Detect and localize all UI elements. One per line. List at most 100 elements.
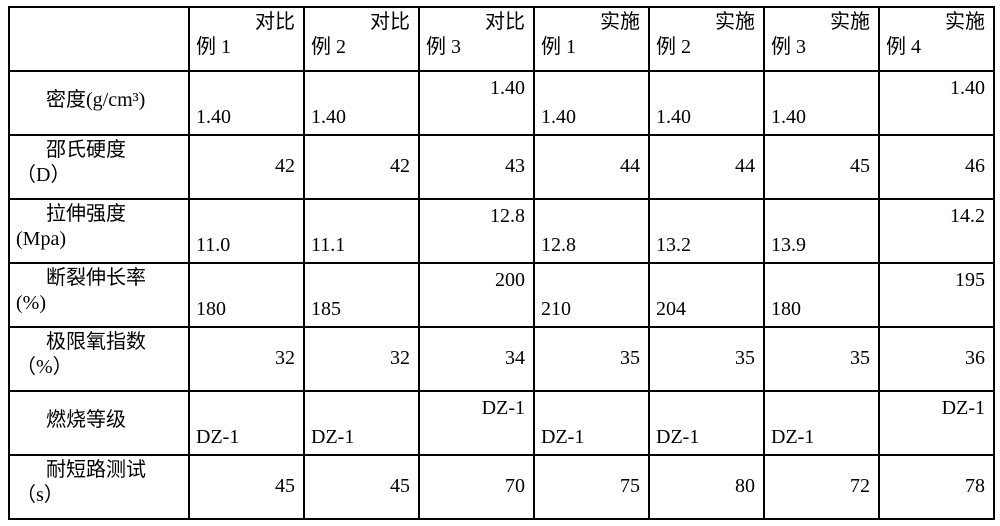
table-cell: 43 (419, 135, 534, 199)
table-header-row: 对比 例 1 对比 例 2 对比 例 3 实施 例 1 实施 例 2 实施 例 … (9, 7, 994, 71)
row-label: 邵氏硬度（D） (9, 135, 189, 199)
header-bottom: 例 1 (190, 35, 303, 64)
row-label-top: 拉伸强度 (10, 200, 188, 227)
table-cell: 1.40 (764, 71, 879, 135)
table-cell: 185 (304, 263, 419, 327)
cell-value: 44 (620, 154, 640, 179)
cell-value: 42 (275, 154, 295, 179)
row-label-top: 燃烧等级 (10, 392, 188, 433)
table-cell: DZ-1 (419, 391, 534, 455)
table-cell: DZ-1 (649, 391, 764, 455)
table-cell: 45 (764, 135, 879, 199)
cell-value: 12.8 (541, 233, 576, 258)
cell-value: 195 (955, 268, 985, 293)
cell-value: 1.40 (656, 105, 691, 130)
table-cell: DZ-1 (304, 391, 419, 455)
cell-value: 42 (390, 154, 410, 179)
table-cell: 1.40 (304, 71, 419, 135)
table-cell: 42 (304, 135, 419, 199)
row-label-top: 耐短路测试 (10, 456, 188, 483)
table-cell: 1.40 (419, 71, 534, 135)
cell-value: 1.40 (541, 105, 576, 130)
cell-value: DZ-1 (942, 396, 985, 421)
cell-value: 34 (505, 346, 525, 371)
table-cell: 1.40 (879, 71, 994, 135)
cell-value: 32 (275, 346, 295, 371)
header-bottom: 例 4 (880, 35, 993, 64)
cell-value: 13.2 (656, 233, 691, 258)
row-label: 断裂伸长率(%) (9, 263, 189, 327)
header-top: 实施 (880, 8, 993, 35)
table-cell: 44 (649, 135, 764, 199)
header-top: 对比 (305, 8, 418, 35)
cell-value: DZ-1 (541, 425, 584, 450)
row-label-top: 邵氏硬度 (10, 136, 188, 163)
table-cell: 32 (189, 327, 304, 391)
cell-value: 45 (275, 474, 295, 499)
table-cell: DZ-1 (764, 391, 879, 455)
header-col-4: 实施 例 1 (534, 7, 649, 71)
row-label-bottom: （s） (10, 483, 188, 512)
table-cell: 1.40 (189, 71, 304, 135)
cell-value: 185 (311, 297, 341, 322)
cell-value: DZ-1 (771, 425, 814, 450)
table-cell: 12.8 (534, 199, 649, 263)
table-cell: 11.0 (189, 199, 304, 263)
table-cell: 32 (304, 327, 419, 391)
row-label-bottom: （D） (10, 163, 188, 192)
table-row: 燃烧等级DZ-1DZ-1DZ-1DZ-1DZ-1DZ-1DZ-1 (9, 391, 994, 455)
cell-value: 43 (505, 154, 525, 179)
cell-value: 46 (965, 154, 985, 179)
cell-value: DZ-1 (196, 425, 239, 450)
table-cell: 36 (879, 327, 994, 391)
cell-value: 1.40 (771, 105, 806, 130)
header-top: 对比 (420, 8, 533, 35)
table-cell: 1.40 (649, 71, 764, 135)
header-col-7: 实施 例 4 (879, 7, 994, 71)
table-cell: 70 (419, 455, 534, 519)
data-table: 对比 例 1 对比 例 2 对比 例 3 实施 例 1 实施 例 2 实施 例 … (8, 6, 995, 520)
table-cell: 75 (534, 455, 649, 519)
cell-value: 180 (196, 297, 226, 322)
table-cell: 11.1 (304, 199, 419, 263)
row-label-bottom: (%) (10, 291, 188, 320)
row-label-top: 密度(g/cm³) (10, 72, 188, 113)
cell-value: 1.40 (311, 105, 346, 130)
cell-value: 180 (771, 297, 801, 322)
cell-value: 35 (735, 346, 755, 371)
table-cell: 12.8 (419, 199, 534, 263)
cell-value: 12.8 (490, 204, 525, 229)
cell-value: 14.2 (950, 204, 985, 229)
table-row: 耐短路测试（s） 45 45 70 75 80 72 78 (9, 455, 994, 519)
cell-value: 35 (850, 346, 870, 371)
header-col-3: 对比 例 3 (419, 7, 534, 71)
cell-value: 78 (965, 474, 985, 499)
cell-value: 45 (850, 154, 870, 179)
table-cell: 200 (419, 263, 534, 327)
cell-value: 80 (735, 474, 755, 499)
header-top: 实施 (650, 8, 763, 35)
row-label-top: 极限氧指数 (10, 328, 188, 355)
cell-value: 44 (735, 154, 755, 179)
header-top: 实施 (765, 8, 878, 35)
table-cell: 80 (649, 455, 764, 519)
cell-value: 35 (620, 346, 640, 371)
cell-value: 72 (850, 474, 870, 499)
table-cell: 45 (304, 455, 419, 519)
cell-value: 70 (505, 474, 525, 499)
row-label: 拉伸强度(Mpa) (9, 199, 189, 263)
table-cell: 210 (534, 263, 649, 327)
cell-value: 1.40 (950, 76, 985, 101)
table-cell: 35 (649, 327, 764, 391)
table-cell: DZ-1 (534, 391, 649, 455)
header-top: 实施 (535, 8, 648, 35)
table-cell: 180 (189, 263, 304, 327)
cell-value: 200 (495, 268, 525, 293)
table-cell: 46 (879, 135, 994, 199)
table-row: 拉伸强度(Mpa)11.011.112.812.813.213.914.2 (9, 199, 994, 263)
row-label: 密度(g/cm³) (9, 71, 189, 135)
cell-value: 45 (390, 474, 410, 499)
table-row: 密度(g/cm³)1.401.401.401.401.401.401.40 (9, 71, 994, 135)
cell-value: 36 (965, 346, 985, 371)
table-cell: DZ-1 (189, 391, 304, 455)
